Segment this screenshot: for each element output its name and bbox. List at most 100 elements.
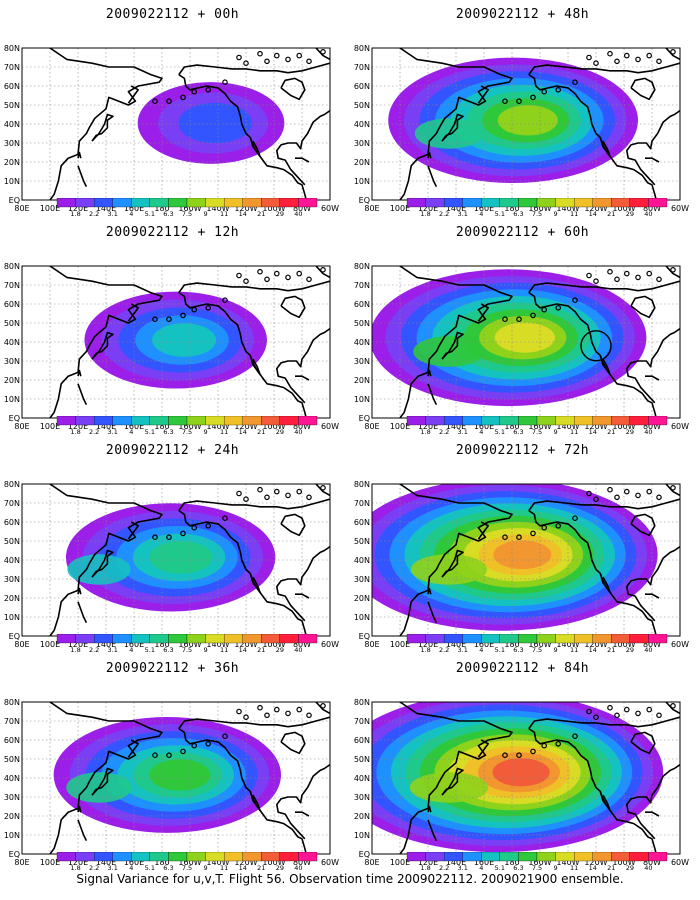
- colorbar-level-label: 29: [626, 428, 634, 436]
- lon-tick-label: 160E: [474, 640, 494, 649]
- graticule: [22, 48, 330, 200]
- colorbar-level-label: 21: [607, 428, 615, 436]
- colorbar-swatch: [186, 852, 206, 862]
- colorbar-level-label: 29: [626, 864, 634, 872]
- colorbar-level-label: 2.2: [439, 864, 449, 872]
- lat-tick-label: 20N: [354, 376, 370, 385]
- lat-tick-label: EQ: [9, 632, 20, 641]
- graticule: [372, 266, 680, 418]
- colorbar-level-label: 1.8: [70, 646, 80, 654]
- lon-tick-label: 80E: [14, 204, 29, 213]
- lon-tick-label: 120W: [234, 640, 257, 649]
- lat-tick-label: 30N: [4, 357, 20, 366]
- colorbar-level-label: 14: [589, 864, 597, 872]
- lon-tick-label: 180: [504, 204, 519, 213]
- lon-tick-label: 80W: [293, 204, 311, 213]
- colorbar-swatch: [298, 852, 318, 862]
- colorbar-level-label: 21: [607, 646, 615, 654]
- colorbar-swatch: [406, 416, 426, 426]
- lon-tick-label: 140W: [556, 858, 579, 867]
- lon-tick-label: 60W: [321, 858, 339, 867]
- colorbar-level-label: 9: [554, 646, 558, 654]
- colorbar-swatch: [573, 852, 593, 862]
- lon-tick-label: 120E: [68, 204, 88, 213]
- colorbar-level-label: 6.3: [163, 646, 173, 654]
- lon-tick-label: 160E: [124, 858, 144, 867]
- lat-tick-label: 20N: [4, 594, 20, 603]
- lat-tick-label: 50N: [4, 319, 20, 328]
- lon-tick-label: 160W: [178, 640, 201, 649]
- colorbar-level-label: 21: [257, 864, 265, 872]
- lat-tick-label: 10N: [4, 177, 20, 186]
- colorbar-level-label: 7.5: [182, 428, 192, 436]
- lat-tick-label: 20N: [4, 158, 20, 167]
- panel-title: 2009022112 + 12h: [105, 225, 240, 240]
- lat-tick-label: 70N: [354, 717, 370, 726]
- colorbar-swatch: [223, 634, 243, 644]
- colorbar-level-label: 29: [276, 646, 284, 654]
- colorbar-swatch: [536, 416, 556, 426]
- lat-tick-label: 40N: [4, 774, 20, 783]
- colorbar-swatch: [168, 634, 188, 644]
- colorbar-level-label: 40: [294, 428, 302, 436]
- colorbar-swatch: [648, 852, 668, 862]
- variance-contour: [152, 323, 217, 357]
- colorbar-swatch: [112, 634, 132, 644]
- colorbar-level-label: 11: [570, 210, 578, 218]
- lon-tick-label: 120E: [418, 858, 438, 867]
- colorbar-level-label: 7.5: [532, 646, 542, 654]
- colorbar: 1.8 2.2 3.1 4 5.1 6.3 7.5 9 11 14 21 29 40: [406, 416, 668, 436]
- colorbar-level-label: 11: [570, 864, 578, 872]
- colorbar-level-label: 4: [479, 864, 483, 872]
- lat-tick-label: 50N: [4, 755, 20, 764]
- observation-marker: [580, 330, 612, 362]
- lon-tick-label: 100W: [612, 858, 635, 867]
- colorbar-swatch: [425, 634, 445, 644]
- coastlines: [399, 484, 680, 636]
- colorbar-swatch: [168, 852, 188, 862]
- lat-tick-label: 10N: [354, 177, 370, 186]
- lon-tick-label: 60W: [671, 422, 689, 431]
- lon-tick-label: 180: [504, 858, 519, 867]
- forecast-panel: 2009022112 + 00h EQ 10N 20N 30N 40N 50N 60N 70N 8…: [0, 6, 345, 221]
- colorbar-swatch: [499, 852, 519, 862]
- lon-tick-label: 120W: [234, 422, 257, 431]
- colorbar-swatch: [205, 852, 225, 862]
- lon-tick-label: 180: [154, 858, 169, 867]
- panel-title: 2009022112 + 00h: [105, 7, 240, 22]
- variance-map: EQ 10N 20N 30N 40N 50N 60N 70N 80N 80E 100E 120E 140…: [354, 480, 689, 649]
- colorbar-level-label: 2.2: [439, 428, 449, 436]
- lon-tick-label: 120W: [234, 858, 257, 867]
- lat-tick-label: 40N: [4, 120, 20, 129]
- colorbar-swatch: [462, 416, 482, 426]
- lat-tick-label: 60N: [354, 82, 370, 91]
- panel-title: 2009022112 + 36h: [105, 661, 240, 676]
- colorbar-swatch: [499, 634, 519, 644]
- coastlines: [49, 484, 330, 636]
- colorbar-swatch: [443, 852, 463, 862]
- lat-tick-label: 60N: [354, 300, 370, 309]
- colorbar-level-label: 6.3: [163, 210, 173, 218]
- lat-tick-label: 70N: [4, 499, 20, 508]
- panel-title: 2009022112 + 60h: [455, 225, 590, 240]
- colorbar: 1.8 2.2 3.1 4 5.1 6.3 7.5 9 11 14 21 29 40: [406, 634, 668, 654]
- colorbar-level-label: 3.1: [108, 864, 118, 872]
- colorbar-level-label: 21: [607, 864, 615, 872]
- colorbar-swatch: [406, 852, 426, 862]
- lon-tick-label: 160E: [474, 204, 494, 213]
- lat-tick-label: 70N: [4, 281, 20, 290]
- colorbar-level-label: 1.8: [70, 428, 80, 436]
- colorbar-swatch: [443, 416, 463, 426]
- variance-field: [22, 48, 330, 200]
- lon-tick-label: 140W: [556, 640, 579, 649]
- colorbar-level-label: 4: [129, 428, 133, 436]
- lon-tick-label: 60W: [671, 640, 689, 649]
- lon-tick-label: 60W: [321, 422, 339, 431]
- lat-tick-label: 50N: [4, 537, 20, 546]
- colorbar-swatch: [481, 634, 501, 644]
- colorbar-swatch: [611, 416, 631, 426]
- colorbar-level-label: 4: [479, 210, 483, 218]
- lon-tick-label: 140E: [446, 422, 466, 431]
- colorbar-level-label: 5.1: [495, 864, 505, 872]
- colorbar-level-label: 3.1: [458, 210, 468, 218]
